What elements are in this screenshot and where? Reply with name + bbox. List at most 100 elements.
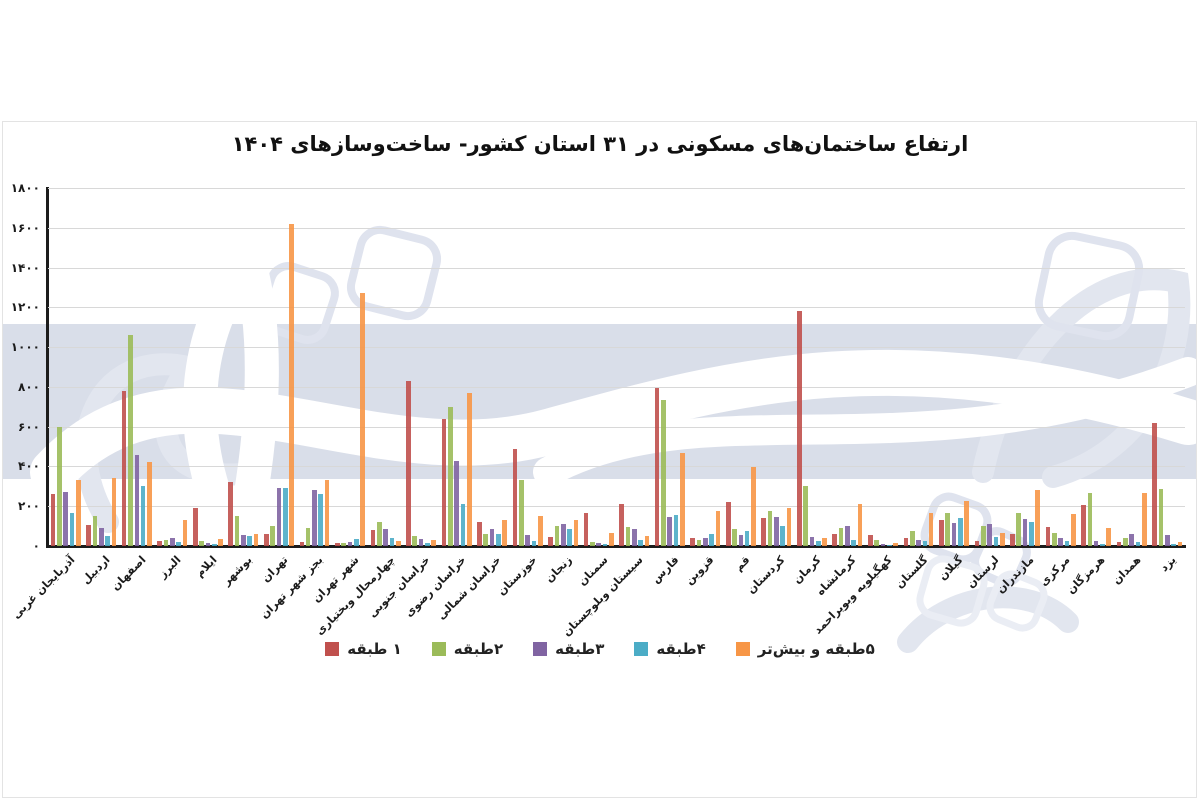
bar	[218, 539, 223, 546]
gridline	[48, 267, 1185, 269]
bar	[1158, 489, 1164, 546]
bar	[299, 542, 305, 546]
bar	[241, 535, 246, 546]
bar	[638, 540, 643, 546]
bar	[690, 538, 695, 546]
bar	[1081, 505, 1086, 546]
bar	[893, 543, 898, 546]
bar	[573, 520, 579, 546]
bar	[703, 538, 708, 546]
bar	[69, 513, 75, 546]
bar	[234, 516, 240, 546]
x-axis-line	[46, 545, 1186, 548]
bar	[253, 534, 259, 546]
bar	[774, 517, 779, 546]
bar	[1022, 519, 1028, 546]
bar	[993, 537, 999, 546]
bar	[590, 542, 595, 546]
bar	[951, 523, 957, 546]
bar	[1087, 493, 1093, 546]
y-tick-label: ۶۰۰	[18, 419, 40, 434]
bar	[815, 541, 821, 546]
bar	[786, 508, 792, 546]
bar	[282, 488, 288, 546]
bar	[868, 535, 873, 546]
gridline	[48, 188, 1185, 189]
legend-swatch	[634, 642, 649, 656]
bar	[880, 544, 886, 546]
chart-title: ارتفاع ساختمان‌های مسکونی در ۳۱ استان کش…	[231, 132, 969, 156]
bar	[1045, 527, 1051, 546]
legend-item: ۵طبقه و بیش‌تر	[735, 640, 875, 658]
bar	[1116, 542, 1122, 546]
bar	[347, 542, 353, 546]
bar	[228, 482, 234, 546]
bar	[822, 538, 827, 546]
bar	[680, 452, 685, 546]
bar	[1029, 522, 1034, 546]
legend-swatch	[325, 642, 340, 656]
bar	[974, 541, 980, 546]
bar	[182, 520, 188, 546]
bar	[263, 534, 269, 546]
bar	[1129, 534, 1135, 546]
gridline	[48, 426, 1185, 428]
bar	[987, 524, 992, 546]
y-tick-label: ۰	[32, 539, 40, 553]
bar	[192, 508, 198, 546]
bar	[121, 390, 127, 546]
y-tick-label: ۱۲۰۰	[10, 300, 40, 315]
y-tick-label: ۸۰۰	[18, 379, 40, 394]
y-tick-label: ۱۰۰۰	[10, 340, 40, 355]
bar	[886, 545, 892, 546]
bar	[1123, 538, 1128, 546]
bar	[654, 387, 660, 546]
bar	[163, 540, 169, 546]
y-tick-label: ۱۸۰۰	[10, 181, 40, 195]
gridline	[48, 386, 1185, 388]
bar	[389, 538, 395, 546]
bar	[1106, 528, 1112, 546]
bar	[744, 531, 750, 546]
bar	[50, 494, 56, 546]
bar	[512, 448, 518, 546]
bar	[128, 335, 133, 546]
bar	[738, 535, 744, 546]
bar	[1035, 490, 1041, 546]
bar	[631, 529, 637, 546]
bar	[147, 462, 152, 546]
bar	[560, 524, 566, 546]
legend-label: ۴طبقه	[656, 640, 706, 658]
bar	[205, 543, 211, 546]
bar	[519, 480, 524, 546]
bar	[86, 525, 91, 546]
bar	[796, 311, 802, 546]
bar	[312, 490, 317, 546]
bar	[548, 537, 553, 546]
bar	[909, 531, 915, 546]
bar	[460, 504, 466, 546]
bar	[554, 526, 560, 546]
bar	[596, 543, 602, 546]
bar	[211, 544, 217, 546]
bar	[176, 542, 181, 546]
bar	[157, 541, 163, 546]
y-tick-label: ۴۰۰	[18, 459, 40, 474]
bar	[57, 426, 62, 546]
bar	[199, 541, 204, 546]
legend-item: ۴طبقه	[634, 640, 706, 658]
bar	[502, 520, 508, 546]
bar	[922, 541, 928, 546]
bar	[111, 478, 117, 546]
gridline	[48, 466, 1185, 468]
legend-swatch	[431, 642, 446, 656]
gridline	[48, 347, 1185, 349]
legend-label: ۵طبقه و بیش‌تر	[757, 640, 875, 658]
bar	[1058, 538, 1063, 546]
y-tick-label: ۱۴۰۰	[10, 260, 40, 275]
bar	[1010, 534, 1015, 546]
y-tick-label: ۲۰۰	[18, 499, 40, 514]
bar	[496, 534, 501, 546]
bar	[1016, 513, 1022, 546]
